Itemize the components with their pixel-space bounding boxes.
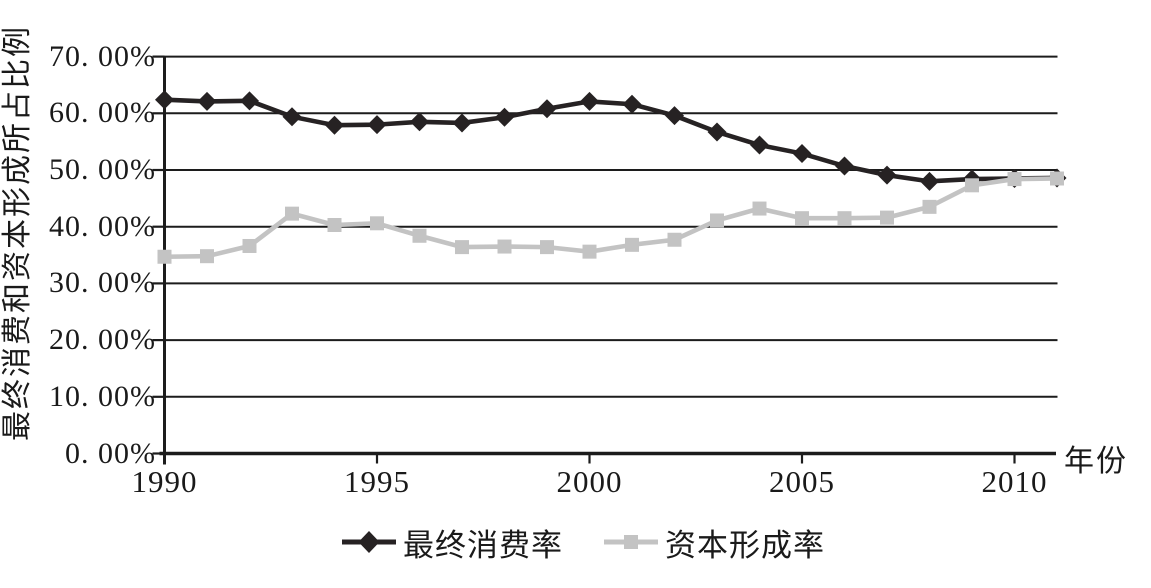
legend-label-capital-formation: 资本形成率 (665, 527, 825, 563)
x-axis-tick-label: 2010 (981, 464, 1048, 499)
x-axis-title: 年份 (1064, 445, 1128, 478)
data-point-diamond (282, 107, 302, 127)
data-point-diamond (452, 113, 472, 133)
x-axis-tick-label: 2000 (556, 464, 623, 499)
data-point-square (837, 211, 852, 226)
data-point-square (540, 240, 554, 255)
data-point-square (965, 178, 979, 193)
data-point-diamond (622, 94, 642, 114)
data-point-diamond (367, 115, 387, 135)
data-point-diamond (580, 91, 599, 111)
data-point-square (242, 238, 257, 253)
x-axis-tick-label: 1990 (131, 464, 198, 499)
y-axis-tick-label: 30. 00% (49, 266, 156, 300)
chart-legend: 最终消费率 资本形成率 (342, 523, 825, 563)
legend-swatch-diamond-icon (342, 531, 396, 553)
data-point-diamond (410, 112, 429, 132)
y-axis-tick-label: 70. 00% (49, 39, 156, 73)
data-point-square (667, 232, 682, 247)
data-point-diamond (240, 91, 259, 111)
y-axis-tick-label: 0. 00% (65, 436, 156, 470)
data-point-square (370, 216, 384, 231)
x-axis-tick-label: 2005 (769, 464, 835, 499)
data-point-square (880, 210, 894, 225)
y-axis-tick-label: 20. 00% (49, 323, 156, 357)
legend-item-final-consumption: 最终消费率 (342, 520, 563, 565)
legend-swatch-square-icon (604, 535, 658, 549)
data-point-square (157, 249, 172, 264)
data-point-square (710, 213, 724, 228)
y-axis-tick-label: 50. 00% (49, 153, 156, 186)
data-point-square (1050, 171, 1064, 186)
data-point-square (285, 206, 299, 221)
data-point-diamond (537, 99, 557, 119)
data-point-diamond (835, 156, 854, 176)
data-point-square (752, 201, 767, 216)
data-point-square (327, 217, 342, 232)
data-point-square (625, 237, 639, 252)
data-point-square (795, 211, 809, 226)
data-point-square (455, 240, 469, 255)
data-point-diamond (750, 135, 769, 155)
data-point-diamond (707, 122, 727, 142)
y-axis-title: 最终消费和资本形成所占比例 (1, 25, 34, 441)
data-point-square (412, 228, 427, 243)
y-axis-tick-label: 40. 00% (49, 209, 156, 243)
data-point-square (922, 199, 937, 214)
data-point-diamond (495, 107, 514, 127)
series-line-1 (164, 97, 1058, 184)
legend-item-capital-formation: 资本形成率 (604, 520, 825, 565)
data-point-square (200, 249, 214, 264)
legend-label-final-consumption: 最终消费率 (403, 527, 563, 563)
data-point-diamond (920, 171, 939, 191)
data-point-square (582, 244, 597, 259)
data-point-diamond (325, 115, 344, 135)
y-axis-tick-label: 10. 00% (49, 379, 156, 413)
data-point-diamond (197, 91, 217, 111)
data-point-diamond (155, 90, 174, 110)
x-axis-tick-label: 1995 (344, 464, 410, 499)
data-point-diamond (792, 144, 812, 164)
data-point-square (1007, 172, 1022, 187)
series-line-2 (164, 176, 1058, 260)
y-axis-tick-label: 60. 00% (49, 96, 156, 130)
data-point-diamond (877, 165, 897, 185)
data-point-diamond (665, 106, 684, 126)
data-point-square (497, 239, 512, 254)
